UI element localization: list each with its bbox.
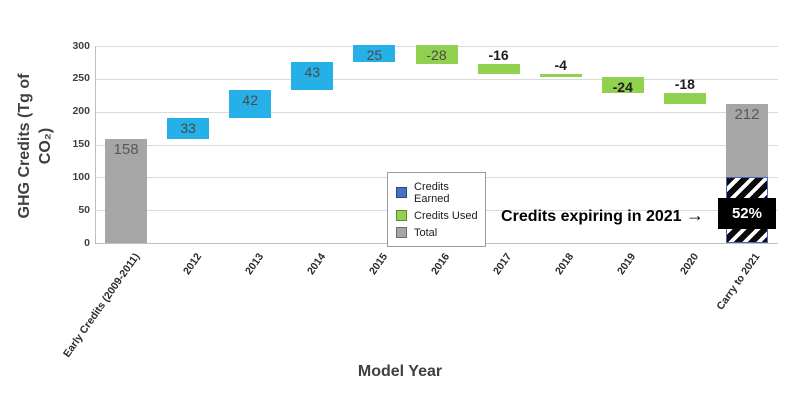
bar-2014	[291, 61, 334, 90]
x-category-label-2018: 2018	[553, 251, 577, 278]
bar-value-label-2015: 25	[366, 47, 383, 64]
bar-2013	[229, 90, 272, 118]
x-category-label-2013: 2013	[242, 251, 267, 278]
y-tick-label: 100	[72, 170, 90, 183]
expiring-credits-annotation: Credits expiring in 2021 →	[501, 205, 704, 226]
gridline-250	[95, 78, 778, 80]
bar-2015	[353, 45, 396, 62]
y-axis-title: GHG Credits (Tg of CO₂)	[15, 74, 57, 219]
legend-item-credits-earned: Credits Earned	[396, 181, 485, 205]
y-tick-label: 50	[78, 203, 90, 216]
x-axis-title-text: Model Year	[357, 363, 443, 380]
x-category-label-carry-to-2021: Carry to 2021	[714, 251, 763, 313]
bar-2017	[477, 63, 520, 75]
expiring-share-callout: 52%	[717, 197, 776, 229]
bar-2019	[601, 76, 644, 93]
legend-label: Total	[414, 226, 438, 239]
legend-label: Credits Earned	[414, 180, 450, 205]
x-category-label-2015: 2015	[367, 251, 391, 278]
y-tick-label: 0	[84, 236, 90, 249]
bar-early-credits-2009-2011	[105, 139, 148, 243]
bar-value-label-2019: -24	[612, 78, 633, 95]
x-category-label-early-credits-2009-2011: Early Credits (2009-2011)	[60, 251, 142, 360]
bar-2018	[539, 74, 582, 77]
y-axis-title-line1: GHG Credits (Tg of	[16, 73, 34, 219]
credits-used-swatch-icon	[396, 210, 407, 221]
x-category-label-2016: 2016	[429, 251, 453, 278]
bar-value-label-2017: -16	[488, 46, 509, 63]
x-category-label-2017: 2017	[491, 251, 515, 278]
credits-earned-swatch-icon	[396, 187, 407, 198]
legend-item-credits-used: Credits Used	[396, 210, 485, 222]
total-swatch-icon	[396, 227, 407, 238]
bar-value-label-2012: 33	[180, 119, 196, 136]
y-axis-line	[95, 46, 96, 243]
bar-2020	[663, 92, 706, 105]
bar-value-label-2018: -4	[554, 57, 567, 74]
bar-2012	[167, 117, 210, 140]
bar-value-label-2014: 43	[304, 63, 321, 80]
bar-2016	[415, 45, 458, 64]
gridline-150	[95, 144, 778, 146]
annotation-text: Credits expiring in 2021	[501, 208, 682, 225]
bar-value-label-early-credits-2009-2011: 158	[113, 141, 139, 159]
legend: Credits Earned Credits Used Total	[387, 172, 486, 247]
bar-segment-solid-carry-to-2021	[725, 103, 768, 178]
x-category-label-2012: 2012	[180, 251, 204, 278]
legend-label: Credits Used	[414, 209, 478, 222]
bar-value-label-2013: 42	[242, 92, 258, 108]
x-category-label-2014: 2014	[304, 251, 329, 278]
gridline-200	[95, 111, 778, 113]
legend-item-total: Total	[396, 227, 485, 239]
bar-value-label-carry-to-2021: 212	[734, 105, 760, 123]
y-tick-label: 150	[72, 138, 90, 150]
x-category-label-2019: 2019	[615, 251, 639, 278]
bar-value-label-2016: -28	[426, 47, 447, 64]
bar-value-label-2020: -18	[674, 75, 695, 92]
x-axis-title: Model Year	[0, 363, 800, 381]
y-tick-label: 200	[72, 105, 90, 118]
right-arrow-icon: →	[686, 205, 704, 225]
y-tick-label: 250	[72, 72, 90, 85]
x-category-label-2020: 2020	[677, 251, 701, 278]
y-tick-label: 300	[72, 39, 90, 52]
